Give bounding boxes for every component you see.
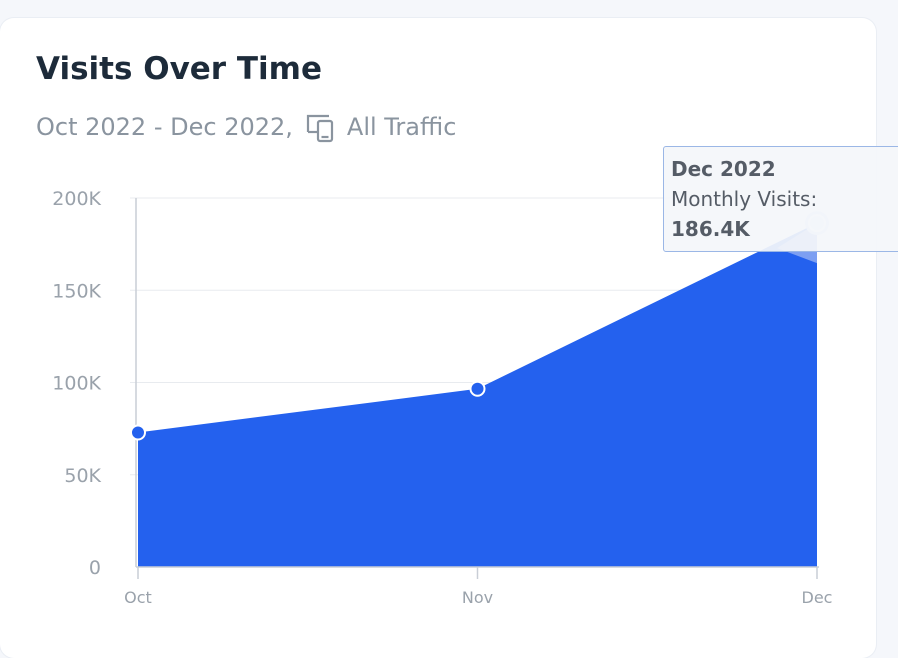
x-tick-label: Oct: [124, 588, 152, 607]
card-title: Visits Over Time: [36, 51, 322, 87]
y-tick-label: 0: [89, 557, 101, 579]
x-tick-label: Dec: [802, 588, 833, 607]
y-tick-label: 200K: [52, 188, 101, 210]
traffic-filter[interactable]: All Traffic: [346, 113, 457, 141]
chart-tooltip: Dec 2022 Monthly Visits: 186.4K: [663, 146, 898, 252]
axes: 0 50K 100K 150K 200K Oct Nov Dec: [52, 188, 832, 607]
tooltip-value: 186.4K: [671, 217, 750, 241]
data-point: [130, 424, 146, 441]
visits-area-chart: 0 50K 100K 150K 200K Oct Nov Dec: [52, 188, 832, 607]
y-tick-label: 100K: [52, 373, 101, 395]
x-tick-label: Nov: [462, 588, 493, 607]
data-point: [469, 380, 486, 397]
card-subtitle: Oct 2022 - Dec 2022, All Traffic: [36, 110, 456, 144]
tooltip-label: Monthly Visits:: [671, 187, 818, 211]
date-range: Oct 2022 - Dec 2022,: [36, 113, 293, 141]
y-tick-label: 150K: [52, 280, 101, 302]
tooltip-title: Dec 2022: [671, 157, 776, 181]
devices-icon: [305, 111, 337, 143]
y-tick-label: 50K: [64, 465, 101, 487]
